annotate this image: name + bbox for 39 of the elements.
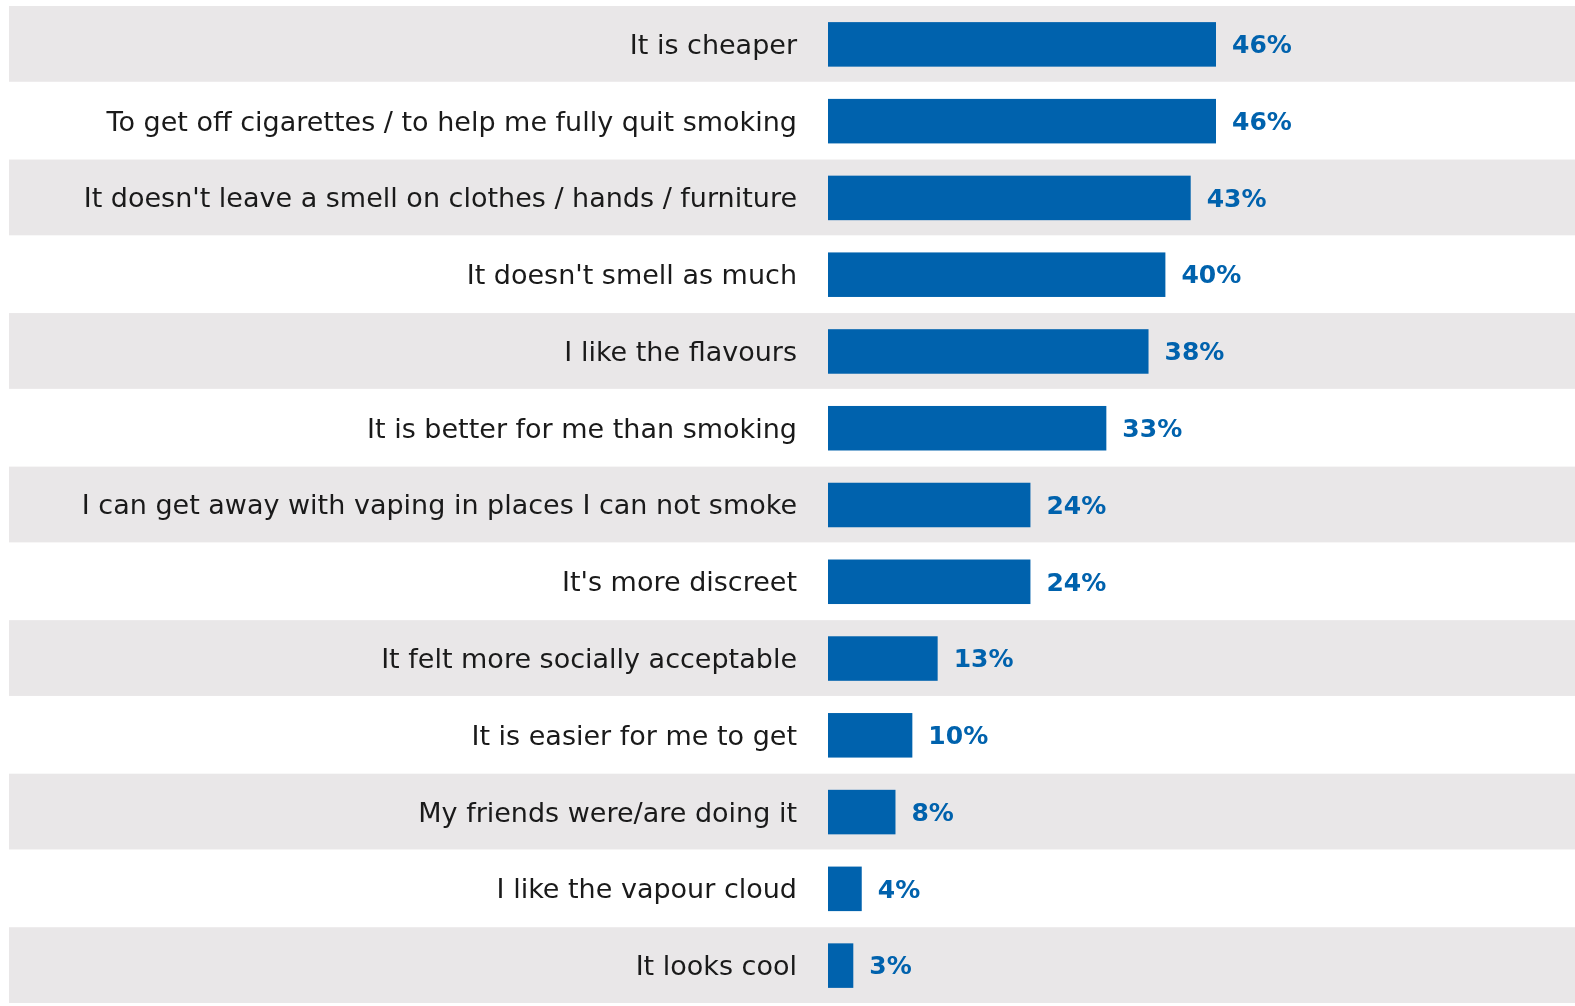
y-tick-label: It's more discreet	[561, 566, 797, 598]
bar	[828, 866, 862, 912]
data-label: 24%	[1046, 567, 1107, 597]
bar	[828, 329, 1149, 374]
data-label: 13%	[953, 644, 1014, 674]
bar	[828, 252, 1166, 297]
y-tick-label: My friends were/are doing it	[418, 796, 797, 828]
bar	[828, 22, 1216, 67]
bar	[828, 559, 1031, 605]
y-tick-label: I like the flavours	[564, 335, 797, 367]
y-tick-label: It looks cool	[635, 950, 797, 982]
y-tick-label: I like the vapour cloud	[496, 873, 797, 905]
data-label: 33%	[1122, 413, 1183, 443]
bar	[828, 98, 1216, 144]
y-tick-label: It is easier for me to get	[471, 719, 797, 751]
y-tick-label: To get off cigarettes / to help me fully quit smoking	[105, 105, 797, 137]
data-label: 10%	[928, 721, 989, 751]
bar	[828, 943, 854, 988]
bar	[828, 713, 913, 758]
data-label: 3%	[869, 951, 912, 981]
data-label: 24%	[1046, 490, 1107, 520]
data-label: 4%	[877, 874, 921, 904]
data-label: 38%	[1164, 337, 1225, 367]
y-tick-label: I can get away with vaping in places I can not smoke	[81, 489, 797, 521]
y-tick-label: It doesn't smell as much	[466, 259, 797, 291]
data-label: 40%	[1181, 260, 1242, 290]
y-tick-label: It felt more socially acceptable	[381, 642, 797, 674]
bar	[828, 175, 1191, 221]
data-label: 46%	[1232, 106, 1292, 136]
bar	[828, 405, 1107, 451]
data-label: 46%	[1232, 30, 1292, 60]
data-label: 43%	[1206, 183, 1267, 213]
bar	[828, 636, 938, 681]
y-tick-label: It is better for me than smoking	[367, 412, 797, 444]
y-tick-label: It is cheaper	[629, 28, 798, 60]
data-label: 8%	[911, 797, 954, 827]
y-tick-label: It doesn't leave a smell on clothes / hands / furniture	[83, 182, 797, 214]
bar	[828, 482, 1031, 528]
bar	[828, 789, 896, 835]
